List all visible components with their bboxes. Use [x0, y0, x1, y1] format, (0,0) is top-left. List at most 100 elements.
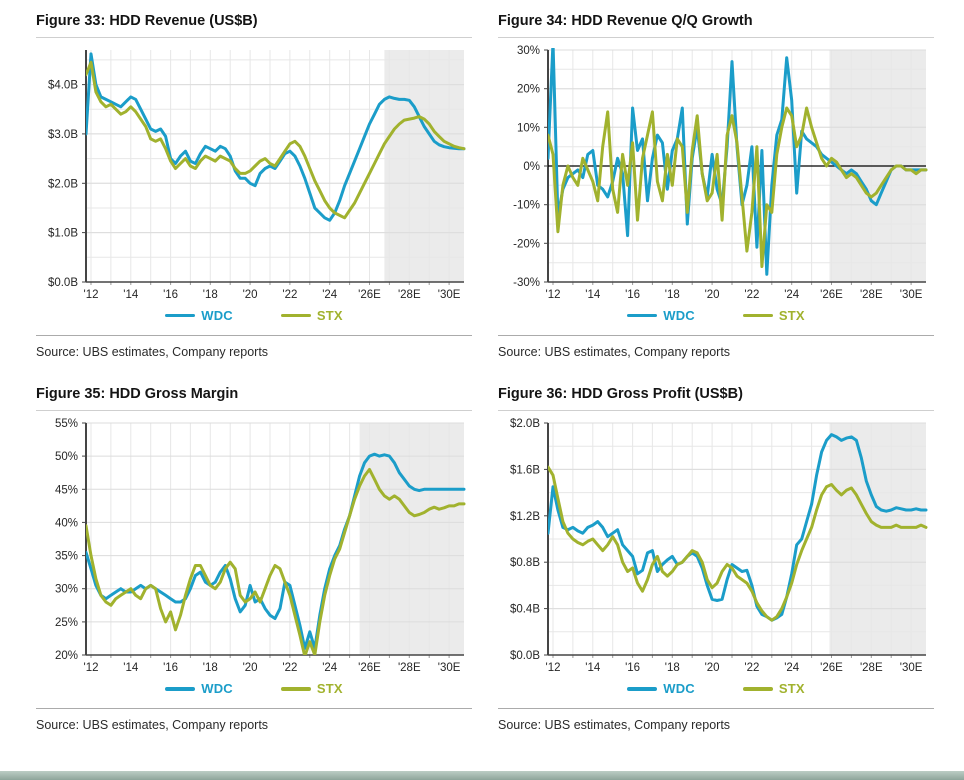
svg-text:'26E: '26E	[358, 289, 381, 301]
stx-line-swatch	[280, 687, 311, 691]
title-divider	[36, 410, 472, 412]
legend-label-stx: STX	[316, 308, 343, 324]
legend-item-stx: STX	[280, 681, 343, 697]
legend-item-stx: STX	[742, 308, 805, 324]
svg-text:'14: '14	[585, 289, 601, 301]
svg-text:$2.0B: $2.0B	[48, 178, 78, 190]
svg-text:'18: '18	[665, 662, 680, 674]
svg-text:'14: '14	[123, 289, 139, 301]
figure-33-chart-area: $4.0B $3.0B $2.0B $1.0B $0.0B '12 '14 '16 '18 '20…	[36, 44, 472, 304]
figure-35-chart: 55% 50% 45% 40% 35% 30% 25% 20% '12 '14 '16 '18 '20 '…	[55, 418, 466, 674]
wdc-line-swatch	[165, 687, 196, 691]
charts-grid: Figure 33: HDD Revenue (US$B) $4.0B $3.0B…	[36, 12, 936, 732]
svg-text:$2.0B: $2.0B	[510, 418, 540, 430]
legend-item-wdc: WDC	[627, 308, 695, 323]
figure-34-chart: 30% 20% 10% 0% -10% -20% -30% '12 '14 '16 '18 '20 '2…	[513, 45, 928, 301]
report-page: Figure 33: HDD Revenue (US$B) $4.0B $3.0B…	[36, 12, 936, 732]
svg-text:'16: '16	[625, 289, 640, 301]
source-note: Source: UBS estimates, Company reports	[36, 718, 269, 733]
source-note: Source: UBS estimates, Company reports	[498, 718, 731, 733]
svg-text:'30E: '30E	[900, 662, 923, 674]
figure-33-panel: Figure 33: HDD Revenue (US$B) $4.0B $3.0B…	[36, 12, 472, 359]
figure-36-chart-area: $2.0B $1.6B $1.2B $0.8B $0.4B $0.0B '12 '14 '16 '…	[498, 417, 934, 677]
svg-text:'14: '14	[585, 662, 601, 674]
figure-35-panel: Figure 35: HDD Gross Margin 55% 50% 45% 40%…	[36, 385, 472, 732]
svg-text:'16: '16	[625, 662, 640, 674]
svg-text:'22: '22	[744, 662, 759, 674]
svg-text:'14: '14	[123, 662, 139, 674]
svg-text:'18: '18	[203, 662, 218, 674]
svg-text:30%: 30%	[517, 45, 540, 57]
svg-text:50%: 50%	[55, 451, 78, 463]
svg-text:$4.0B: $4.0B	[48, 80, 78, 92]
figure-33-chart: $4.0B $3.0B $2.0B $1.0B $0.0B '12 '14 '16 '18 '20…	[48, 50, 466, 301]
svg-text:55%: 55%	[55, 418, 78, 430]
svg-text:'26E: '26E	[820, 662, 843, 674]
svg-text:$0.8B: $0.8B	[510, 557, 540, 569]
svg-text:25%: 25%	[55, 617, 78, 629]
svg-text:10%: 10%	[517, 122, 540, 134]
legend-label-wdc: WDC	[663, 681, 695, 697]
figure-36-chart: $2.0B $1.6B $1.2B $0.8B $0.4B $0.0B '12 '14 '16 '…	[510, 418, 928, 674]
legend-label-stx: STX	[316, 681, 343, 697]
svg-text:20%: 20%	[55, 650, 78, 662]
svg-text:-20%: -20%	[513, 238, 540, 250]
chart-legend: WDC STX	[498, 681, 934, 696]
svg-text:30%: 30%	[55, 584, 78, 596]
svg-text:'24: '24	[784, 289, 800, 301]
source-note: Source: UBS estimates, Company reports	[36, 345, 269, 360]
legend-label-wdc: WDC	[201, 681, 233, 697]
svg-text:'24: '24	[322, 289, 338, 301]
svg-text:$1.6B: $1.6B	[510, 465, 540, 477]
svg-text:$1.2B: $1.2B	[510, 511, 540, 523]
svg-text:'28E: '28E	[860, 662, 883, 674]
svg-text:'18: '18	[203, 289, 218, 301]
stx-line-swatch	[742, 313, 773, 318]
svg-text:'20: '20	[705, 662, 720, 674]
svg-text:'22: '22	[282, 662, 297, 674]
figure-35-title: Figure 35: HDD Gross Margin	[36, 386, 239, 403]
svg-text:'18: '18	[665, 289, 680, 301]
wdc-line-swatch	[627, 687, 658, 691]
svg-text:'24: '24	[784, 662, 800, 674]
legend-label-stx: STX	[778, 681, 805, 697]
figure-34-chart-area: 30% 20% 10% 0% -10% -20% -30% '12 '14 '16 '18 '20 '2…	[498, 44, 934, 304]
legend-item-wdc: WDC	[165, 681, 233, 696]
figure-34-panel: Figure 34: HDD Revenue Q/Q Growth 30% 20%…	[498, 12, 934, 359]
chart-legend: WDC STX	[36, 308, 472, 323]
svg-text:'20: '20	[243, 662, 258, 674]
svg-text:'30E: '30E	[438, 289, 461, 301]
svg-text:$0.0B: $0.0B	[510, 650, 540, 662]
figure-36-panel: Figure 36: HDD Gross Profit (US$B) $2.0B…	[498, 385, 934, 732]
svg-text:'12: '12	[546, 289, 561, 301]
footer-accent-bar	[0, 771, 964, 780]
legend-item-stx: STX	[280, 308, 343, 324]
svg-text:40%: 40%	[55, 518, 78, 530]
legend-label-stx: STX	[778, 308, 805, 324]
svg-text:'20: '20	[243, 289, 258, 301]
svg-text:$1.0B: $1.0B	[48, 228, 78, 240]
legend-item-wdc: WDC	[627, 681, 695, 696]
figure-36-title: Figure 36: HDD Gross Profit (US$B)	[498, 386, 743, 403]
wdc-line-swatch	[165, 313, 196, 318]
source-divider	[498, 335, 934, 337]
figure-33-title: Figure 33: HDD Revenue (US$B)	[36, 13, 258, 29]
svg-text:'30E: '30E	[900, 289, 923, 301]
svg-text:'12: '12	[84, 289, 99, 301]
svg-text:45%: 45%	[55, 485, 78, 497]
source-divider	[498, 708, 934, 710]
svg-text:35%: 35%	[55, 551, 78, 563]
legend-item-wdc: WDC	[165, 308, 233, 323]
svg-text:-30%: -30%	[513, 277, 540, 289]
svg-text:$0.0B: $0.0B	[48, 277, 78, 289]
svg-text:'28E: '28E	[398, 289, 421, 301]
figure-35-chart-area: 55% 50% 45% 40% 35% 30% 25% 20% '12 '14 '16 '18 '20 '…	[36, 417, 472, 677]
svg-text:'22: '22	[744, 289, 759, 301]
svg-text:'28E: '28E	[398, 662, 421, 674]
svg-text:'16: '16	[163, 662, 178, 674]
svg-text:'16: '16	[163, 289, 178, 301]
svg-text:'12: '12	[84, 662, 99, 674]
title-divider	[498, 37, 934, 39]
svg-text:'30E: '30E	[438, 662, 461, 674]
title-divider	[498, 410, 934, 412]
